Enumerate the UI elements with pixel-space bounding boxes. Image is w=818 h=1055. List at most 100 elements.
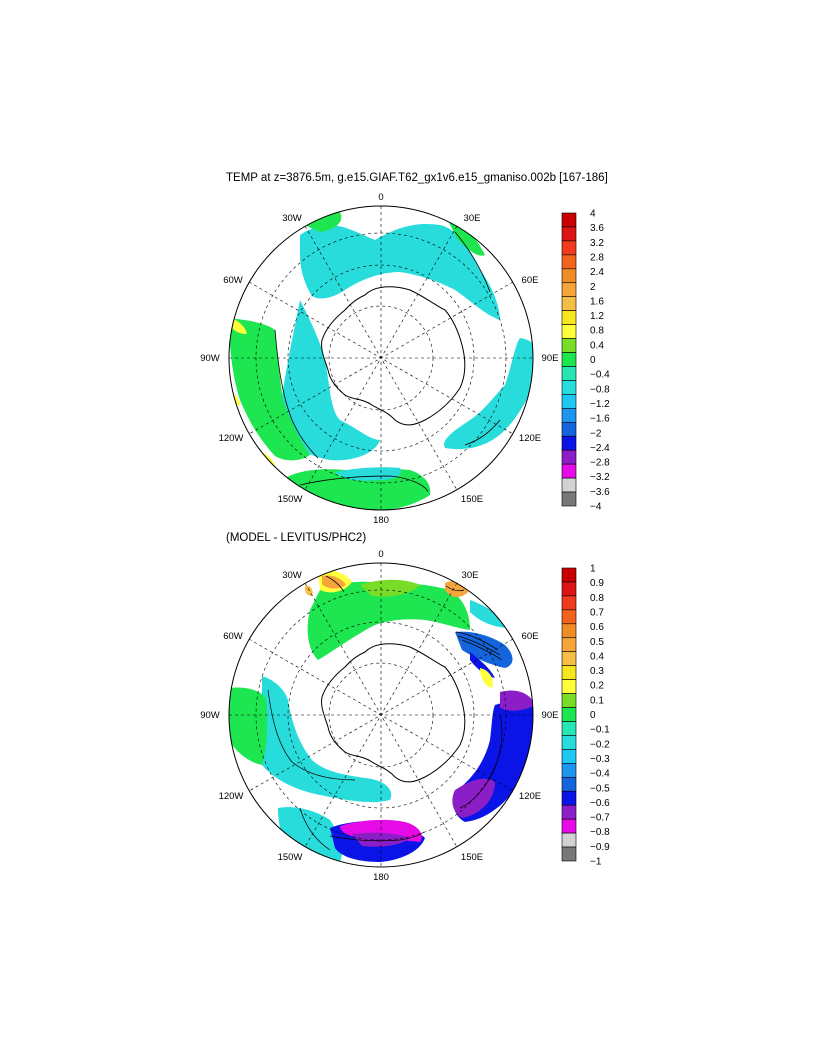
colorbar-swatch [561, 763, 577, 778]
lon-label: 90E [542, 353, 559, 364]
colorbar-swatch [561, 477, 577, 493]
colorbar-swatch [561, 804, 577, 820]
field-region-cyan-west [280, 300, 380, 461]
colorbar-swatch [561, 818, 577, 834]
colorbar-tick-label: −1 [590, 857, 602, 868]
colorbar-swatch [561, 212, 577, 228]
colorbar-tick-label: 3.6 [590, 223, 604, 234]
colorbar-swatch [561, 408, 577, 423]
lon-label: 120W [219, 791, 244, 802]
colorbar-tick-label: −0.9 [590, 842, 610, 853]
colorbar-swatch [561, 449, 577, 465]
colorbar-swatch [561, 282, 577, 298]
colorbar-tick-label: 2 [590, 282, 596, 293]
colorbar-tick-label: −0.6 [590, 798, 610, 809]
field-region-orange-nw [322, 575, 346, 589]
colorbar-tick-label: −0.1 [590, 725, 610, 736]
colorbar-swatch [561, 776, 577, 792]
contour-line [457, 635, 501, 656]
colorbar-swatch [561, 846, 577, 862]
colorbar-tick-label: −2.8 [590, 458, 610, 469]
field-region-green-west [229, 687, 268, 765]
colorbar-swatch [561, 491, 577, 507]
colorbar-swatch [561, 595, 577, 611]
colorbar-swatch [561, 240, 577, 256]
contour-line [445, 585, 465, 592]
colorbar-tick-label: 0.8 [590, 326, 604, 337]
contour-line [329, 831, 425, 842]
meridian [248, 638, 514, 792]
panel-title: TEMP at z=3876.5m, g.e15.GIAF.T62_gx1v6.… [226, 172, 608, 184]
colorbar-tick-label: −0.8 [590, 384, 610, 395]
colorbar-tick-label: −1.2 [590, 399, 610, 410]
colorbar-tick-label: 0.4 [590, 340, 604, 351]
lon-label: 60E [522, 631, 539, 642]
panel-title: (MODEL - LEVITUS/PHC2) [226, 532, 366, 544]
colorbar-tick-label: 2.8 [590, 252, 604, 263]
colorbar-swatch [561, 394, 577, 409]
antarctica-coastline [321, 643, 466, 783]
lon-label: 90E [542, 710, 559, 721]
colorbar-swatch [561, 707, 577, 722]
lon-label: 60W [223, 631, 243, 642]
contour-lines [274, 231, 501, 493]
colorbar-swatch [561, 254, 577, 270]
colorbar-tick-label: 1.2 [590, 311, 604, 322]
field-shading [229, 570, 533, 863]
field-region-cyan-ne [470, 600, 510, 628]
lat-circle [287, 264, 475, 452]
colorbar-swatches [561, 212, 577, 507]
colorbar-tick-label: 0.7 [590, 607, 604, 618]
colorbar-tick-label: 4 [590, 209, 596, 220]
colorbar-tick-label: 1.6 [590, 296, 604, 307]
colorbar-swatch [561, 721, 577, 736]
colorbar-tick-label: −3.6 [590, 487, 610, 498]
colorbar-swatches [561, 567, 577, 862]
colorbar-swatch [561, 421, 577, 437]
colorbar-swatch [561, 679, 577, 694]
lon-label: 120E [519, 433, 541, 444]
antarctica-coastline [321, 286, 466, 426]
colorbar-labels: 4 3.6 3.2 2.8 2.4 2 1.6 1.2 0.8 0.4 0 −0.4 −0.8 −1.2 −… [590, 209, 610, 513]
colorbar-swatch [561, 463, 577, 479]
colorbar: 1 0.9 0.8 0.7 0.6 0.5 0.4 0.3 0.2 0.1 0 −0.1 −0.2 −0.… [561, 564, 610, 868]
colorbar-tick-label: −0.7 [590, 813, 610, 824]
colorbar-tick-label: −0.2 [590, 739, 610, 750]
colorbar-swatch [561, 651, 577, 666]
colorbar-tick-label: 0.1 [590, 695, 604, 706]
lat-circle [287, 621, 475, 809]
field-region-yellow-ne [480, 668, 493, 688]
field-region-orange-nw2 [304, 585, 313, 596]
colorbar-tick-label: 0.3 [590, 666, 604, 677]
colorbar-tick-label: −0.3 [590, 754, 610, 765]
contour-line [454, 231, 491, 293]
contour-line [325, 575, 345, 593]
colorbar-tick-label: 0.6 [590, 622, 604, 633]
lon-label: 30W [282, 213, 302, 224]
field-region-green-north [307, 581, 470, 660]
colorbar-tick-label: −0.5 [590, 783, 610, 794]
colorbar-swatch [561, 338, 577, 353]
field-region-cyan-north [300, 223, 500, 320]
colorbar-swatch [561, 310, 577, 325]
colorbar-swatch [561, 735, 577, 750]
colorbar-tick-label: 2.4 [590, 267, 604, 278]
colorbar-tick-label: 1 [590, 564, 596, 575]
colorbar-swatch [561, 665, 577, 680]
lon-label: 150W [278, 852, 303, 863]
colorbar-swatch [561, 268, 577, 284]
colorbar-tick-label: −0.8 [590, 827, 610, 838]
colorbar-tick-label: −1.6 [590, 414, 610, 425]
colorbar-swatch [561, 790, 577, 806]
colorbar-tick-label: 0.9 [590, 578, 604, 589]
colorbar-labels: 1 0.9 0.8 0.7 0.6 0.5 0.4 0.3 0.2 0.1 0 −0.1 −0.2 −0.… [590, 564, 610, 868]
colorbar-swatch [561, 832, 577, 848]
lon-label: 0 [378, 192, 383, 203]
contour-line [464, 419, 501, 446]
colorbar-swatch [561, 380, 577, 395]
contour-line [455, 631, 499, 651]
lon-label: 60E [522, 275, 539, 286]
contour-line [299, 807, 331, 851]
map-boundary [228, 562, 534, 868]
colorbar-swatch [561, 352, 577, 367]
